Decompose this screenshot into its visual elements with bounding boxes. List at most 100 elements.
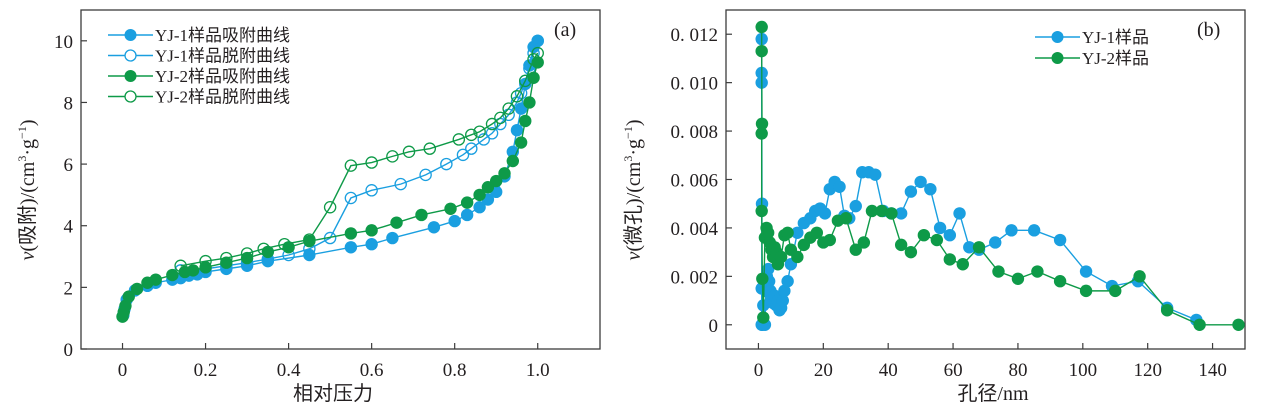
panel-b-legend-marker [1051, 52, 1064, 64]
panel-a-legend-item: YJ-1样品脱附曲线 [108, 47, 290, 66]
panel-a-data-point [460, 196, 474, 209]
panel-a-x-tick-label: 1.0 [526, 360, 550, 381]
panel-a-data-point [444, 202, 457, 215]
panel-b-data-point [869, 168, 882, 181]
panel-a-y-tick-label: 10 [54, 32, 73, 53]
panel-a-data-point [365, 238, 378, 251]
panel-a-data-point [510, 123, 524, 137]
panel-a-plot-frame [80, 9, 601, 350]
panel-a-y-tick-label: 0 [64, 340, 74, 361]
panel-a-data-point [427, 221, 441, 234]
panel-a-data-point-open [502, 102, 515, 115]
panel-b-y-tick-label: 0. 004 [671, 219, 719, 240]
panel-a-data-point [386, 231, 399, 245]
panel-b-series-1 [755, 20, 1245, 331]
panel-b-data-point [1079, 284, 1093, 298]
panel-b-pore-size-distribution: 0 20 40 60 80 100 120 140 0 0. 002 0. 004 0. 006 0.… [621, 9, 1246, 405]
panel-a-data-point [490, 174, 503, 188]
panel-b-data-point [833, 180, 846, 193]
panel-a-data-point [365, 224, 378, 237]
panel-b-x-axis-title: 孔径/nm [957, 382, 1029, 405]
panel-b-data-point [894, 207, 908, 220]
panel-b-data-point [1027, 224, 1041, 237]
panel-a-data-point-open [519, 74, 532, 88]
panel-b-data-point [917, 228, 931, 242]
panel-a-legend-label: YJ-2样品吸附曲线 [155, 67, 290, 86]
y-title-mid: ·g [623, 139, 645, 156]
panel-b-data-point [778, 284, 791, 298]
panel-a-legend-label: YJ-1样品脱附曲线 [155, 47, 290, 66]
panel-a-data-point-open [494, 111, 507, 125]
panel-a-data-point-open [473, 125, 486, 138]
panel-a-legend-marker [124, 29, 137, 41]
panel-b-data-point [755, 20, 768, 34]
panel-b-data-point [857, 236, 871, 249]
y-title-sup1: 3 [15, 156, 29, 162]
panel-b-x-tick-label: 40 [879, 360, 898, 381]
panel-a-data-point-open [477, 133, 490, 146]
panel-b-data-point [943, 253, 957, 266]
y-title-end: ) [623, 120, 645, 127]
panel-b-data-point [839, 212, 853, 225]
panel-a-data-point-open [303, 233, 316, 246]
panel-b-data-point [756, 272, 769, 285]
panel-b-data-point [791, 226, 804, 239]
panel-a-x-axis-title: 相对压力 [293, 382, 373, 405]
panel-a-legend-item: YJ-1样品吸附曲线 [108, 26, 290, 45]
panel-b-data-point [810, 226, 824, 239]
panel-a-data-point-open [402, 145, 416, 159]
panel-b-data-point [924, 182, 937, 196]
panel-a-data-point-open [220, 251, 233, 265]
panel-b-data-point [849, 199, 862, 213]
panel-a-data-point-open [465, 128, 478, 142]
panel-a-series-3 [174, 46, 544, 273]
panel-a-data-point-open [531, 34, 544, 48]
panel-b-data-point [849, 243, 862, 256]
panel-a-y-tick-label: 6 [64, 155, 74, 176]
panel-b-data-point [755, 44, 768, 58]
panel-a-data-point-open [485, 117, 499, 131]
panel-a-legend-label: YJ-1样品吸附曲线 [155, 26, 290, 45]
panel-a-data-point [240, 251, 254, 265]
panel-b-data-point [823, 233, 836, 247]
panel-a-data-point-open [323, 200, 337, 214]
panel-a-y-tick-label: 2 [64, 278, 74, 299]
panel-a-data-point [220, 256, 233, 269]
panel-a-data-point [186, 264, 200, 277]
panel-a-data-point [460, 208, 474, 222]
panel-a-data-point [344, 241, 358, 254]
panel-a-x-tick-label: 0 [118, 360, 128, 381]
panel-a-data-point-open [278, 237, 291, 251]
panel-b-data-point [972, 241, 986, 254]
panel-b-data-point [914, 175, 927, 189]
panel-a-data-point [122, 290, 135, 303]
panel-a-data-point-open [419, 168, 432, 182]
panel-b-x-axis: 0 20 40 60 80 100 120 140 [754, 343, 1227, 381]
panel-b-data-point [992, 265, 1005, 278]
panel-b-data-point [953, 207, 966, 220]
panel-b-data-point [818, 207, 832, 220]
panel-b-data-point [1193, 318, 1206, 331]
panel-b-y-tick-label: 0. 012 [671, 25, 719, 46]
panel-b-plot-frame [725, 9, 1246, 350]
panel-a-data-point [473, 201, 486, 214]
panel-b-data-point [761, 262, 775, 276]
panel-b-legend-label: YJ-1样品 [1082, 28, 1149, 47]
panel-b-data-point [1133, 270, 1146, 283]
y-title-sup1: 3 [621, 156, 635, 162]
y-title-end: ) [17, 120, 39, 127]
panel-b-series-1-line [760, 26, 1239, 326]
panel-b-data-point [781, 275, 794, 288]
panel-b-legend-label: YJ-2样品 [1082, 49, 1149, 68]
panel-a-legend-label: YJ-2样品脱附曲线 [155, 88, 290, 107]
panel-b-data-point [1160, 304, 1174, 317]
panel-b-data-point [865, 204, 879, 218]
y-title-var: v [17, 252, 39, 261]
panel-a-data-point [130, 282, 144, 296]
panel-a-data-point [149, 273, 162, 286]
panel-b-data-point [904, 185, 918, 198]
panel-a-x-tick-label: 0.6 [360, 360, 384, 381]
panel-b-data-point [894, 238, 908, 252]
panel-b-legend-item: YJ-1样品 [1035, 28, 1149, 47]
